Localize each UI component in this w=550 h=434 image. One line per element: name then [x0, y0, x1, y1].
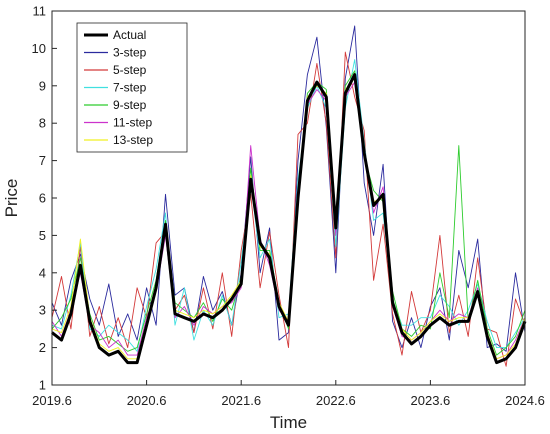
y-tick-label: 4 [39, 265, 46, 280]
y-axis-label: Price [2, 179, 21, 218]
y-tick-label: 2 [39, 340, 46, 355]
legend-label: 7-step [113, 81, 147, 95]
x-tick-label: 2023.6 [411, 393, 451, 408]
y-tick-label: 11 [33, 4, 47, 19]
series-layer [51, 25, 527, 367]
legend-label: 13-step [113, 133, 153, 147]
y-tick-label: 8 [39, 116, 46, 131]
x-tick-label: 2022.6 [316, 393, 356, 408]
y-tick-label: 9 [39, 78, 46, 93]
y-axis-ticks: 1 2 3 4 5 6 7 8 9 10 11 [32, 4, 57, 393]
series-line-9-step [51, 70, 526, 356]
y-tick-label: 6 [39, 191, 46, 206]
y-tick-label: 5 [39, 228, 46, 243]
y-tick-label: 3 [39, 303, 46, 318]
x-tick-label: 2019.6 [32, 393, 72, 408]
legend-label: 9-step [113, 98, 147, 112]
x-tick-label: 2024.6 [505, 393, 545, 408]
x-axis-ticks: 2019.6 2020.6 2021.6 2022.6 2023.6 2024.6 [32, 380, 545, 408]
legend-label: 5-step [113, 63, 147, 77]
x-tick-label: 2021.6 [221, 393, 261, 408]
y-tick-label: 1 [39, 378, 46, 393]
legend-label: 3-step [113, 46, 147, 60]
y-tick-label: 7 [39, 153, 46, 168]
legend-label: 11-step [113, 116, 152, 130]
series-line-5-step [51, 51, 526, 367]
x-axis-label: Time [270, 413, 307, 432]
legend: Actual 3-step 5-step 7-step 9-step 11-step 13-… [76, 22, 188, 153]
x-tick-label: 2020.6 [127, 393, 167, 408]
y-tick-label: 10 [32, 41, 46, 56]
series-line-actual [51, 73, 527, 365]
legend-label: Actual [113, 28, 146, 42]
